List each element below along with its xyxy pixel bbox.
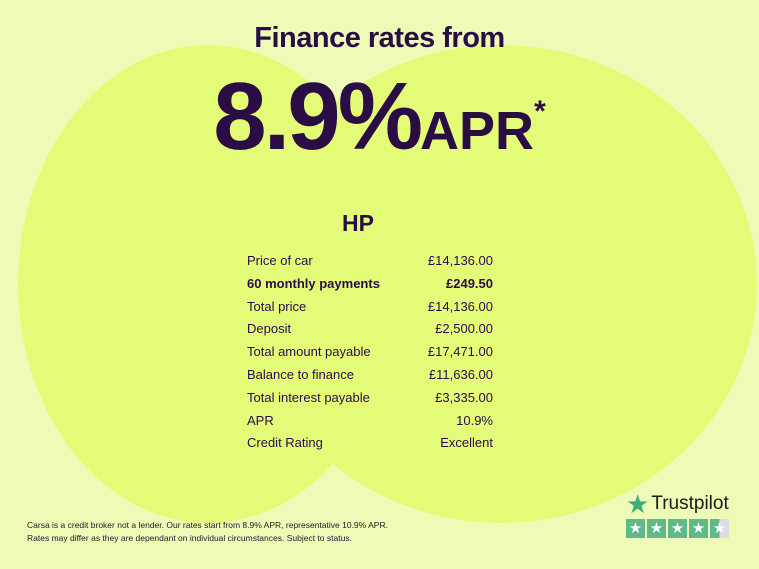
row-label: 60 monthly payments [247,275,380,291]
disclaimer: Carsa is a credit broker not a lender. O… [27,519,388,545]
trustpilot-name: Trustpilot [651,493,729,514]
row-label: Price of car [247,253,313,268]
table-row: Total price £14,136.00 [247,296,493,319]
rating-stars: ★ ★ ★ ★ ★ [626,519,729,538]
table-row: Deposit £2,500.00 [247,318,493,341]
row-value: £11,636.00 [428,366,493,382]
table-row: Total interest payable £3,335.00 [247,387,493,410]
disclaimer-line: Carsa is a credit broker not a lender. O… [27,520,388,530]
row-label: Total price [247,298,307,314]
rate-suffix: APR [420,101,535,161]
row-value: 10.9% [456,412,493,428]
headline: Finance rates from [254,22,505,54]
disclaimer-line: Rates may differ as they are dependant o… [27,533,352,543]
star-icon: ★ [668,519,687,538]
background-circle-right [245,45,757,523]
finance-table: Price of car £14,136.00 60 monthly paymen… [247,250,493,455]
rate-value: 8.9% [213,63,423,170]
row-label: Balance to finance [247,366,354,382]
table-row: 60 monthly payments £249.50 [247,273,493,296]
table-row: Total amount payable £17,471.00 [247,341,493,364]
row-value: £249.50 [446,275,493,291]
star-icon: ★ [647,519,666,538]
trustpilot-badge: ★ Trustpilot ★ ★ ★ ★ ★ [626,489,729,538]
row-label: Deposit [247,321,292,337]
row-label: Total interest payable [247,389,370,405]
table-row: APR 10.9% [247,410,493,433]
row-label: Total amount payable [247,344,371,360]
star-icon: ★ [689,519,708,538]
row-value: £17,471.00 [427,344,493,360]
table-heading: HP [342,210,374,236]
row-value: £2,500.00 [435,321,493,337]
table-row: Balance to finance £11,636.00 [247,364,493,387]
table-row: Credit Rating Excellent [247,432,493,455]
asterisk: * [534,95,546,128]
row-value: £14,136.00 [427,253,493,268]
trustpilot-star-icon: ★ [626,489,650,519]
table-row: Price of car £14,136.00 [247,250,493,273]
row-label: Credit Rating [247,435,323,451]
rate-display: 8.9%APR* [0,62,759,172]
row-label: APR [247,412,274,428]
row-value: £14,136.00 [427,298,493,314]
star-icon: ★ [626,519,645,538]
row-value: Excellent [440,435,493,451]
row-value: £3,335.00 [435,389,493,405]
half-star-icon: ★ [710,519,729,538]
